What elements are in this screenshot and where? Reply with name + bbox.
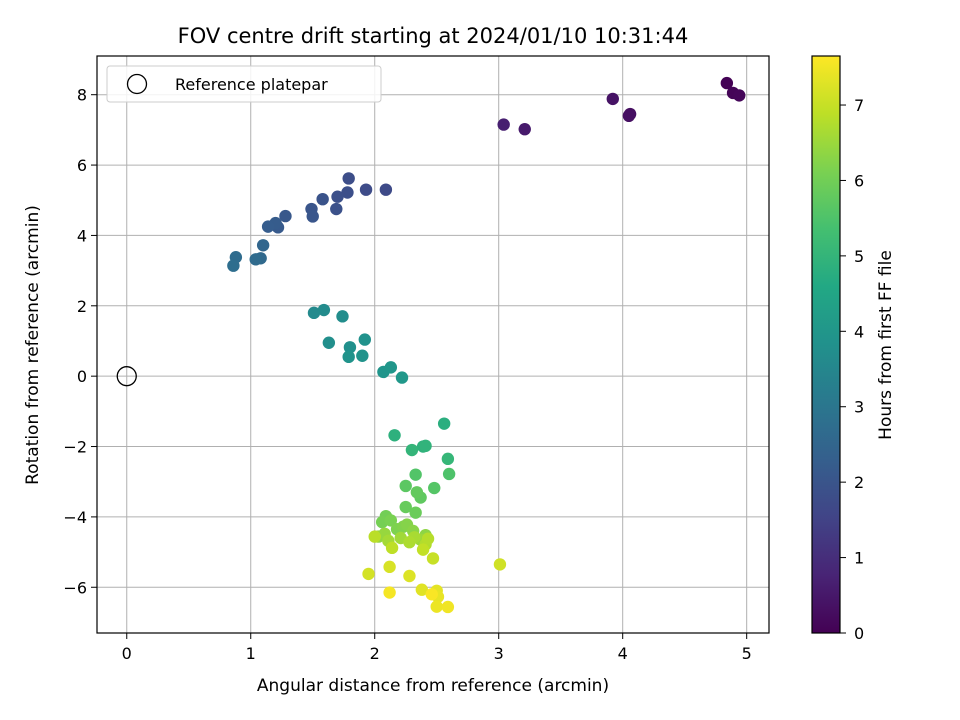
data-point (356, 349, 369, 362)
data-point (385, 541, 399, 555)
data-point (343, 341, 357, 354)
y-tick-label: 0 (77, 367, 87, 386)
data-point (720, 76, 734, 90)
colorbar-tick-label: 4 (854, 322, 864, 341)
data-point (518, 122, 531, 136)
legend-box (106, 65, 382, 103)
data-point (316, 192, 329, 206)
data-point (359, 183, 373, 196)
data-point (606, 92, 619, 106)
y-tick-label: 8 (77, 86, 87, 105)
x-tick-label: 1 (246, 644, 256, 663)
data-point (399, 500, 412, 514)
colorbar-ticks: 0 1 2 3 4 5 6 7 (840, 96, 864, 643)
data-point (384, 361, 398, 374)
data-point (336, 310, 349, 323)
colorbar-gradient (811, 55, 841, 634)
data-point (437, 417, 451, 430)
data-point (441, 452, 455, 466)
data-point (442, 467, 456, 481)
colorbar-tick-label: 2 (854, 473, 864, 492)
legend-label: Reference platepar (175, 75, 328, 94)
colorbar-tick-label: 0 (854, 624, 864, 643)
data-point (368, 530, 381, 543)
plot-frame (96, 55, 770, 634)
y-axis-ticks: −6 −4 −2 0 2 4 6 8 (63, 86, 97, 597)
data-point (358, 333, 372, 346)
data-point (421, 532, 435, 545)
colorbar-tick-label: 6 (854, 171, 864, 190)
data-point (405, 443, 419, 457)
colorbar-tick-label: 5 (854, 247, 864, 266)
data-point (399, 479, 412, 493)
data-point (428, 481, 441, 495)
y-tick-label: −6 (63, 578, 87, 597)
x-tick-label: 2 (370, 644, 380, 663)
data-point (341, 186, 354, 199)
data-point (379, 183, 393, 196)
data-point (426, 552, 440, 565)
x-tick-label: 5 (742, 644, 752, 663)
data-point (306, 210, 319, 223)
data-point (383, 586, 396, 599)
reference-marker (116, 366, 137, 387)
data-point (279, 209, 292, 223)
y-tick-label: 4 (77, 226, 87, 245)
y-axis-label: Rotation from reference (arcmin) (23, 205, 43, 485)
data-point (227, 259, 240, 272)
x-axis-label: Angular distance from reference (arcmin) (257, 676, 609, 696)
data-point (249, 253, 262, 266)
data-point (733, 89, 746, 102)
reference-point (116, 366, 137, 387)
data-point (317, 303, 331, 317)
data-point (419, 439, 432, 453)
x-tick-label: 3 (494, 644, 504, 663)
data-point (261, 220, 275, 233)
data-point (430, 600, 443, 613)
legend-marker (126, 73, 148, 95)
data-point (403, 536, 416, 549)
legend: Reference platepar (106, 65, 382, 103)
data-point (409, 506, 422, 519)
data-point (403, 569, 416, 583)
data-point (388, 429, 401, 442)
data-point (425, 588, 438, 601)
data-point (395, 371, 409, 384)
y-tick-label: 2 (77, 297, 87, 316)
data-point (307, 306, 321, 320)
data-point (331, 190, 344, 203)
data-point (441, 600, 455, 614)
data-point (409, 468, 422, 481)
colorbar-tick-label: 7 (854, 96, 864, 115)
data-point (342, 172, 355, 185)
data-point (497, 118, 510, 131)
data-point (416, 543, 430, 556)
chart-title: FOV centre drift starting at 2024/01/10 … (178, 24, 689, 48)
data-point (415, 583, 429, 596)
x-tick-label: 0 (122, 644, 132, 663)
y-tick-label: −4 (63, 508, 87, 527)
data-point (493, 558, 507, 571)
data-point (322, 336, 336, 349)
data-point (362, 567, 375, 581)
data-point (342, 350, 355, 364)
data-point (256, 239, 270, 252)
y-tick-label: −2 (63, 438, 87, 457)
data-point (622, 109, 636, 123)
x-axis-ticks: 0 1 2 3 4 5 (122, 633, 752, 663)
x-tick-label: 4 (618, 644, 628, 663)
colorbar-label: Hours from first FF file (876, 250, 896, 440)
grid-lines (97, 56, 769, 633)
data-point (410, 486, 424, 499)
colorbar: 0 1 2 3 4 5 6 7 Hours from first FF file (811, 55, 896, 643)
data-point (384, 514, 398, 527)
colorbar-tick-label: 1 (854, 549, 864, 568)
data-point (383, 560, 396, 574)
data-point (330, 202, 343, 216)
colorbar-tick-label: 3 (854, 398, 864, 417)
scatter-points (227, 76, 746, 614)
y-tick-label: 6 (77, 156, 87, 175)
